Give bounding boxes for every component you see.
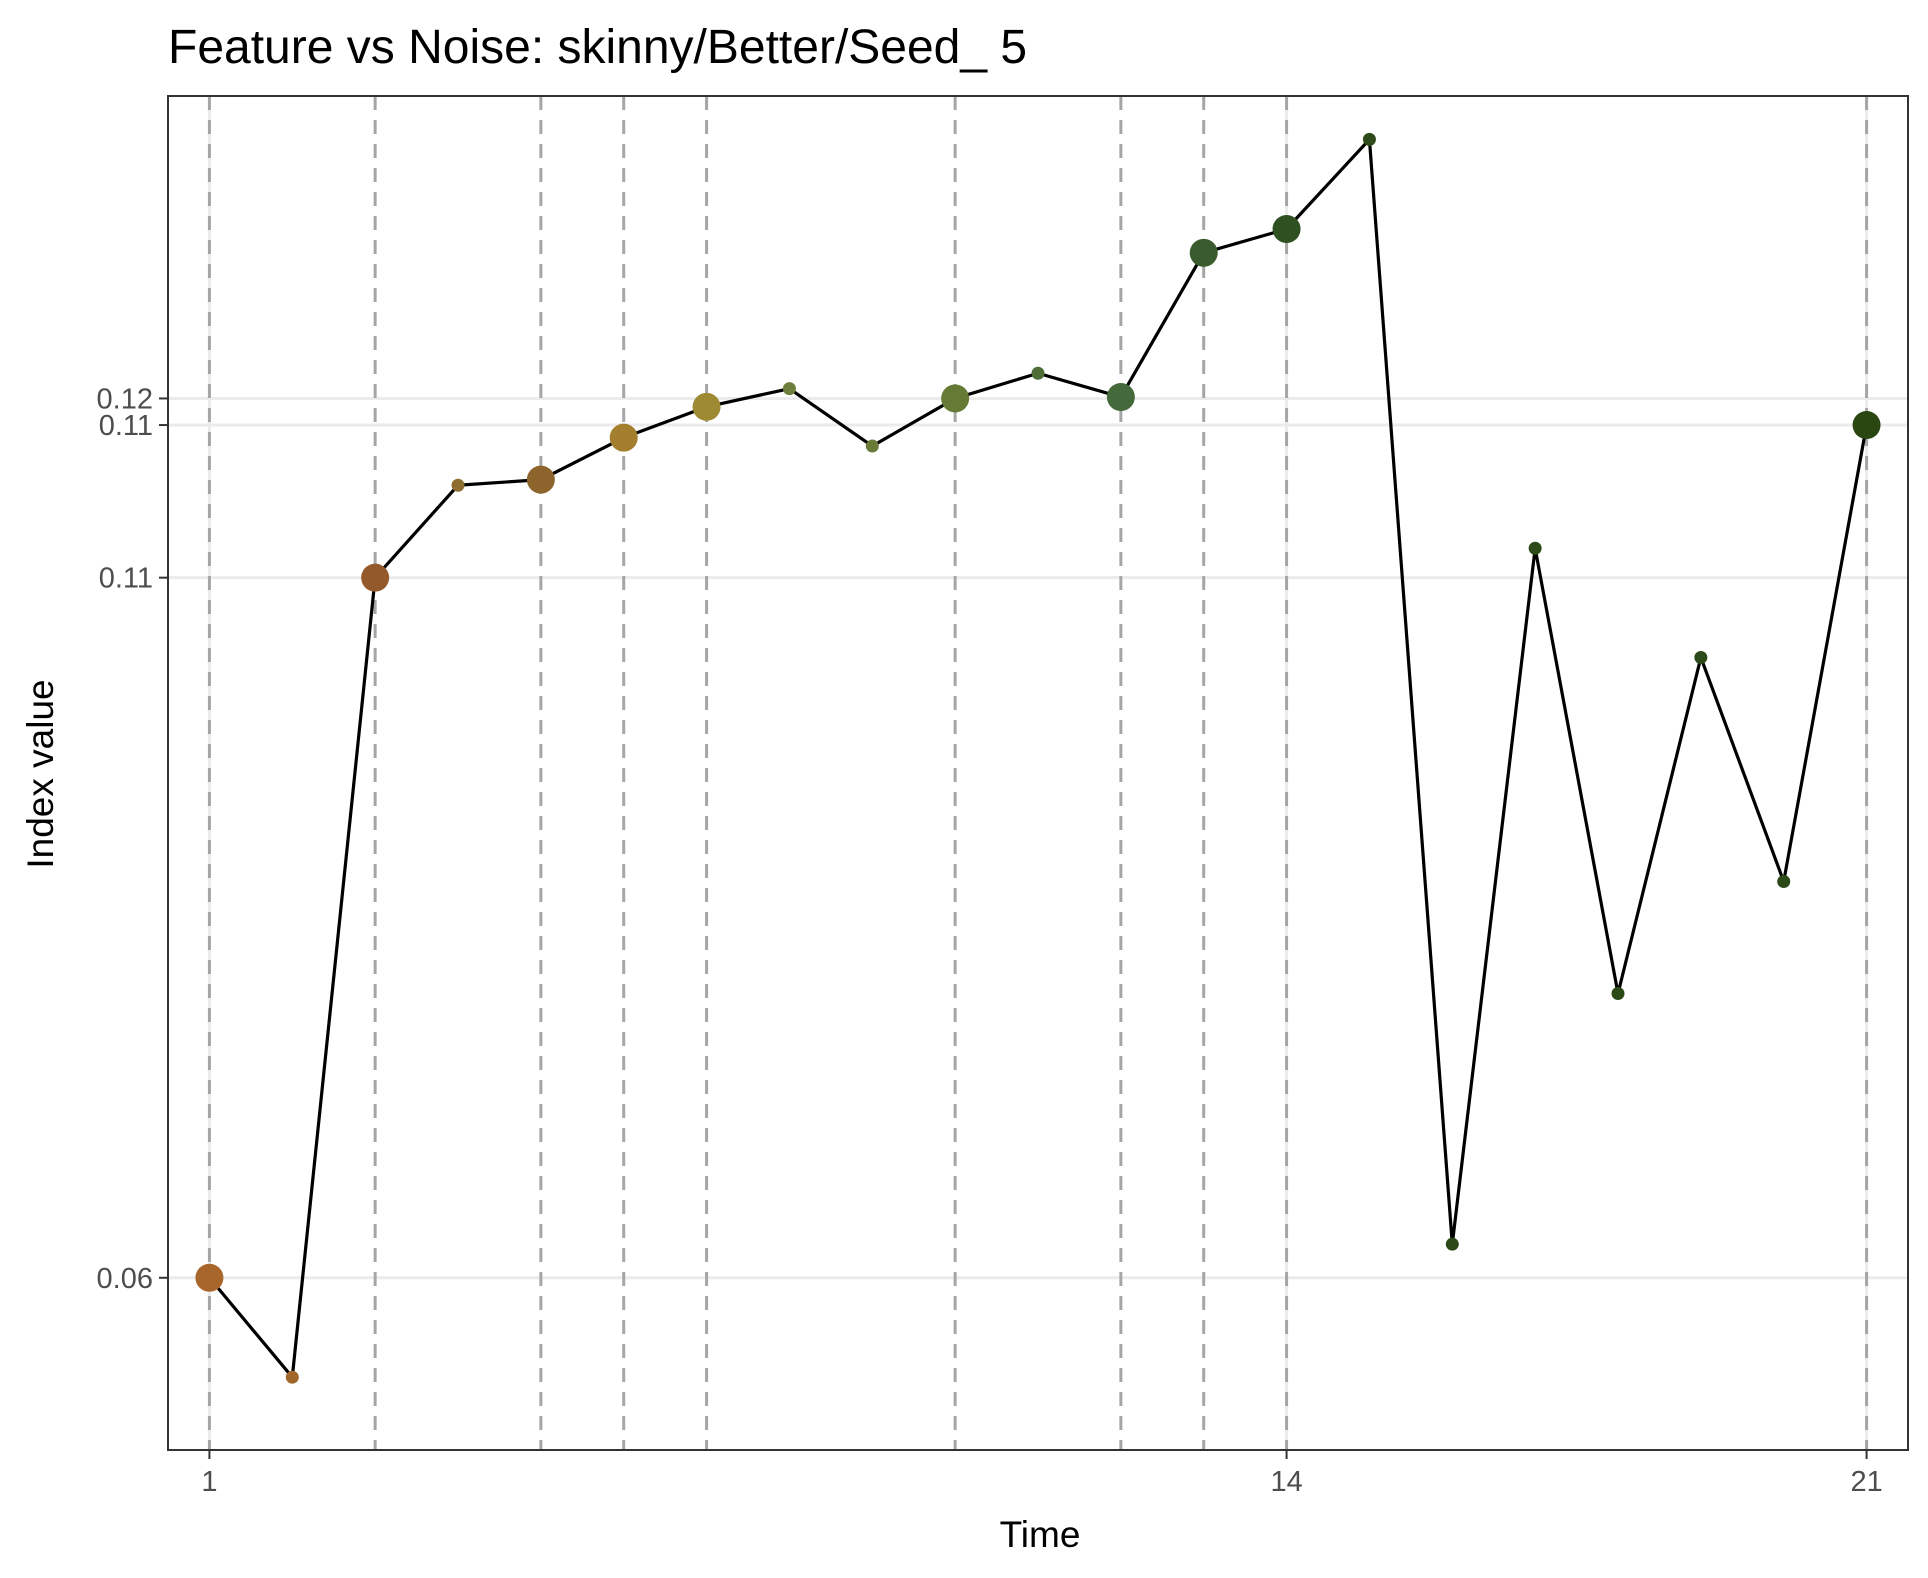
y-axis-title: Index value [20,679,61,868]
plot-border [167,95,1909,1451]
data-point [1272,215,1301,244]
data-point [1031,366,1045,380]
data-point [451,478,465,492]
data-point [609,423,638,452]
data-point [941,384,970,413]
data-point [1362,132,1376,146]
x-tick-label: 21 [1850,1466,1882,1498]
plot-area: 0.060.110.110.121 14 21 [97,95,1909,1498]
x-axis-title: Time [1000,1514,1081,1555]
data-point [1852,411,1881,440]
data-point [865,439,879,453]
data-point [1189,238,1218,267]
data-point [1106,383,1135,412]
data-point [361,563,390,592]
y-tick-label: 0.12 [97,383,153,415]
y-tick-label: 0.11 [99,563,153,595]
data-point [1528,541,1542,555]
x-tick-label: 1 [201,1466,217,1498]
y-tick-label: 0.06 [97,1263,153,1295]
data-point [285,1370,299,1384]
data-point [692,392,721,421]
chart-title: Feature vs Noise: skinny/Better/Seed_ 5 [168,21,1027,74]
data-point [195,1263,224,1292]
data-point [526,465,555,494]
data-point [1611,987,1625,1001]
y-tick-label: 0.11 [99,410,153,442]
plot-background [168,96,1908,1450]
data-point [1694,650,1708,664]
data-point [782,382,796,396]
data-point [1445,1237,1459,1251]
data-point [1777,875,1791,889]
x-tick-label: 14 [1270,1466,1302,1498]
